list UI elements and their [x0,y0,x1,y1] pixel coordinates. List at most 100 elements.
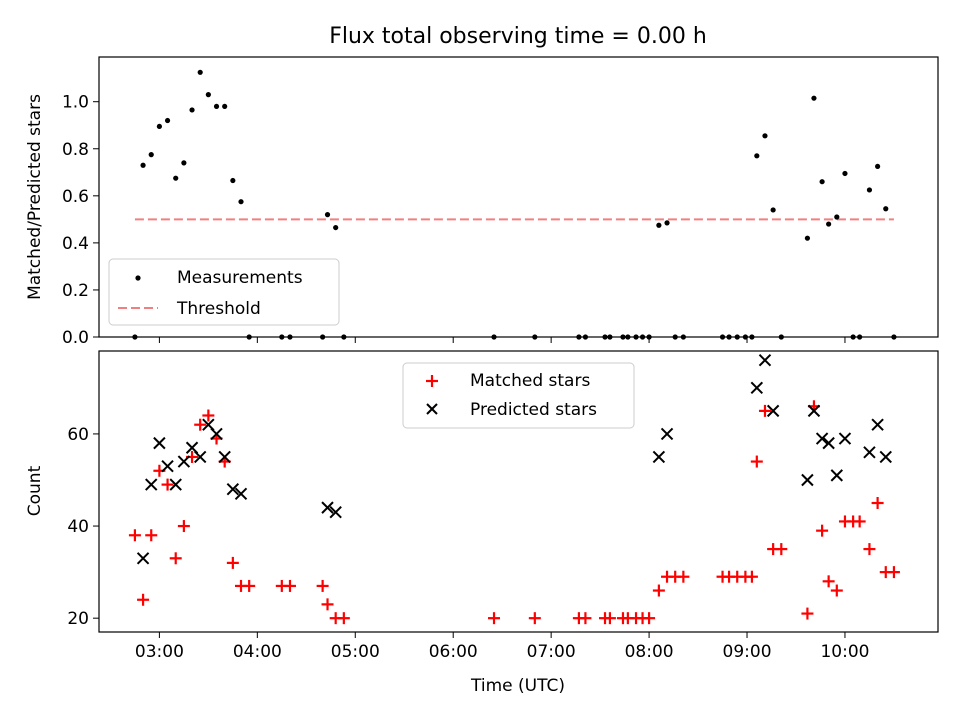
matched-point [202,409,215,422]
measurement-point [189,107,195,113]
matched-point [488,612,501,625]
x-tick-label: 06:00 [429,642,478,662]
measurement-point [842,170,848,177]
measurement-point [238,199,244,205]
predicted-point [652,450,666,464]
legend-predicted-marker [426,403,438,415]
measurement-point [148,152,154,158]
y-tick-label: 0.6 [62,187,89,207]
matched-point [283,579,296,592]
matched-point [816,524,829,537]
predicted-point [169,478,182,491]
measurement-point [156,123,162,130]
y-tick-label: 40 [67,517,89,537]
measurement-point [883,206,889,212]
predicted-point [766,404,780,418]
matched-point [871,497,884,510]
top-y-axis-label: Matched/Predicted stars [25,94,45,300]
predicted-point [329,506,342,519]
measurement-point [819,179,825,185]
measurement-point [197,69,203,75]
bottom-panel: 20 40 60 03:00 04:00 05:00 06:00 07:00 08:00 09:0… [67,350,939,662]
x-tick-label: 08:00 [625,642,674,662]
predicted-point [830,469,844,482]
predicted-point [153,436,166,450]
matched-point [316,579,329,592]
matched-point [226,556,239,569]
matched-point [528,612,541,625]
matched-point [321,598,334,611]
measurement-point [213,103,220,110]
x-tick-label: 04:00 [233,642,282,662]
matched-point [579,612,592,625]
predicted-point [879,450,892,464]
top-panel: 0.0 0.2 0.4 0.6 0.8 1.0 [62,56,939,348]
predicted-point [218,450,231,464]
matched-point [677,570,690,583]
plot-frame [98,350,939,633]
y-tick-label: 1.0 [62,93,89,113]
matched-point [128,529,141,542]
matched-point [745,570,758,583]
predicted-point [210,427,223,441]
predicted-point [145,478,158,491]
predicted-point [136,552,150,565]
measurement-point [164,117,171,124]
legend-measurements-marker [135,275,141,281]
matched-point [603,612,616,625]
predicted-point [758,354,772,367]
measurement-point [770,207,776,213]
plot-frame [98,56,939,338]
bottom-legend-box [402,362,635,429]
measurement-point [230,177,236,184]
legend-predicted-label: Predicted stars [470,400,597,420]
x-tick-label: 03:00 [135,642,184,662]
predicted-point [750,381,764,395]
matched-point [137,593,150,606]
matched-point [337,612,350,625]
measurement-point [804,235,811,241]
matched-point [652,584,665,597]
matched-point [177,520,190,533]
predicted-point [838,432,852,445]
measurement-point [826,221,832,227]
top-legend-box [108,258,340,326]
predicted-point [807,404,821,418]
predicted-point [234,487,248,501]
predicted-point [822,436,835,450]
predicted-point [161,459,174,473]
matched-point [145,529,158,542]
legend-threshold-label: Threshold [176,299,261,319]
predicted-point [801,473,814,487]
measurement-point [656,222,662,228]
x-tick-label: 07:00 [527,642,576,662]
measurement-point [333,224,339,231]
measurement-point [811,95,817,101]
measurement-point [762,133,768,139]
predicted-point [660,427,674,441]
legend-matched-marker [426,375,438,387]
bottom-legend: Matched stars Predicted stars [402,362,635,429]
matched-point [830,584,843,597]
x-tick-label: 05:00 [331,642,380,662]
matched-point [775,543,788,556]
measurement-point [834,214,840,220]
matched-point [822,575,835,588]
matched-point [750,455,763,468]
measurement-point [324,212,331,218]
matched-point [643,612,656,625]
top-legend: Measurements Threshold [108,258,340,326]
x-tick-label: 09:00 [723,642,772,662]
measurement-point [754,153,760,159]
predicted-point [863,446,876,459]
matched-point [853,515,866,528]
predicted-point [321,501,334,514]
y-tick-label: 0.0 [62,328,89,348]
measurement-point [181,160,187,166]
y-tick-label: 20 [67,609,89,629]
measurement-point [875,163,881,170]
legend-matched-label: Matched stars [470,371,590,391]
y-tick-label: 60 [67,425,89,445]
predicted-point [193,450,207,464]
